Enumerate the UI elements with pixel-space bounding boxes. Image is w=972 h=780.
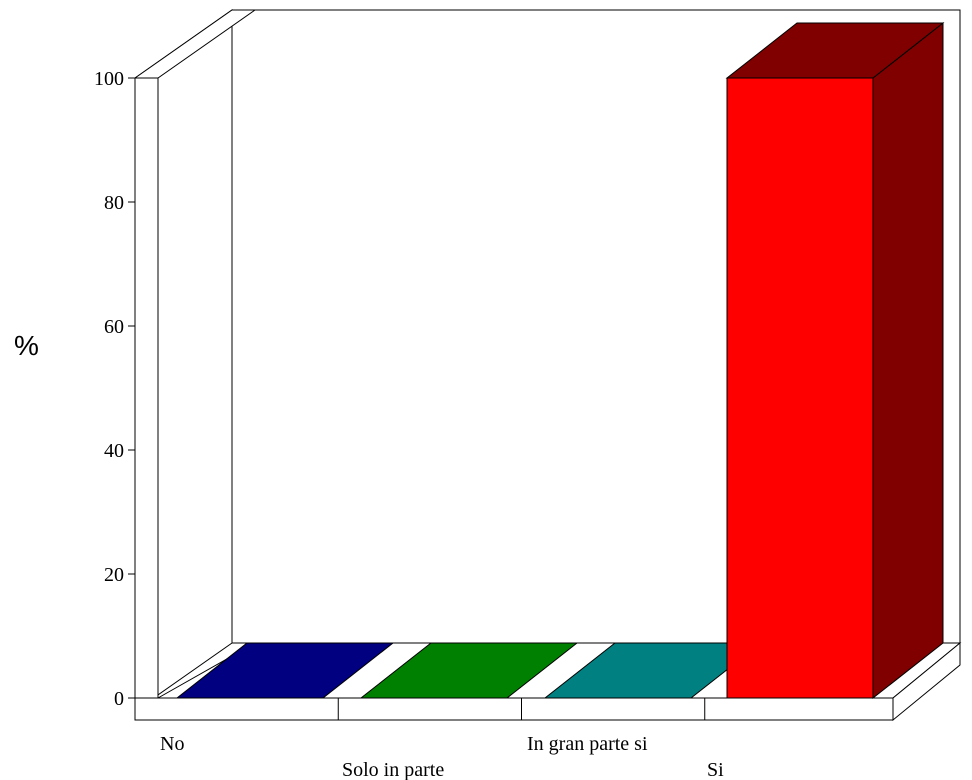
bar-1 (359, 642, 579, 699)
y-axis: 0 20 40 60 80 100 (94, 68, 135, 710)
bars (175, 21, 945, 700)
bar-floor (359, 642, 579, 699)
bar-0 (175, 642, 395, 699)
x-axis-labels: No Solo in parte In gran parte si Si (160, 733, 724, 780)
bar-side (872, 21, 944, 700)
y-tick-label: 0 (114, 688, 124, 710)
y-axis-strip (134, 77, 159, 699)
y-tick-label: 60 (104, 316, 124, 338)
floor-front-edge (134, 697, 894, 721)
bar-front (726, 77, 874, 699)
x-tick-label: No (160, 733, 184, 755)
y-axis-label: % (14, 330, 39, 361)
floor-right-edge (892, 641, 961, 722)
x-tick-label: Solo in parte (342, 759, 444, 780)
y-tick-label: 100 (94, 68, 124, 90)
y-tick-label: 80 (104, 192, 124, 214)
y-axis-strip-top (133, 9, 257, 79)
category-dividers (337, 698, 706, 720)
y-tick-label: 20 (104, 564, 124, 586)
y-tick-label: 40 (104, 440, 124, 462)
x-tick-label: In gran parte si (527, 733, 648, 755)
x-tick-label: Si (707, 759, 724, 780)
bar-3 (725, 21, 945, 700)
bar-top (725, 22, 945, 79)
bar-floor (175, 642, 395, 699)
